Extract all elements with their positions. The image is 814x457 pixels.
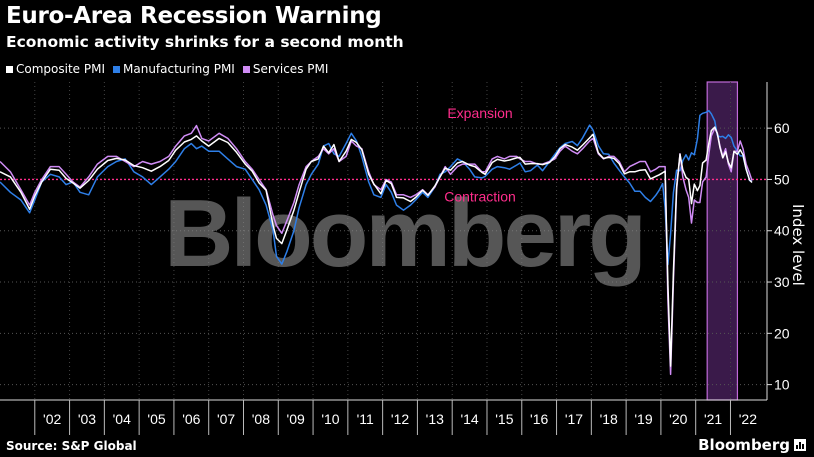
x-tick-label-'21: '21	[704, 411, 722, 427]
x-tick-label-'10: '10	[321, 411, 339, 427]
brand-mark: Bloomberg	[698, 436, 806, 454]
annotation-expansion: Expansion	[447, 105, 512, 121]
x-tick-label-'20: '20	[669, 411, 687, 427]
x-tick-label-'17: '17	[565, 411, 583, 427]
y-axis-title: Index level	[789, 204, 807, 286]
brand-name: Bloomberg	[698, 436, 790, 454]
x-tick-label-'22: '22	[739, 411, 757, 427]
x-tick-label-'06: '06	[182, 411, 200, 427]
bloomberg-watermark: Bloomberg	[164, 180, 644, 287]
legend-label-composite: Composite PMI	[16, 62, 105, 76]
y-tick-label-10: 10	[774, 377, 790, 393]
x-tick-label-'14: '14	[460, 411, 478, 427]
legend-swatch-composite	[6, 65, 13, 73]
y-tick-label-40: 40	[774, 223, 790, 239]
y-tick-label-20: 20	[774, 325, 790, 341]
x-tick-label-'15: '15	[495, 411, 513, 427]
x-tick-label-'02: '02	[43, 411, 61, 427]
bloomberg-bars-icon	[794, 439, 806, 451]
chart-subtitle: Economic activity shrinks for a second m…	[6, 33, 404, 51]
x-tick-label-'12: '12	[391, 411, 409, 427]
series-line-manufacturing-pmi	[0, 109, 753, 266]
legend: Composite PMI Manufacturing PMI Services…	[6, 62, 328, 76]
chart-title: Euro-Area Recession Warning	[6, 3, 382, 29]
source-note: Source: S&P Global	[6, 439, 137, 453]
legend-label-manufacturing: Manufacturing PMI	[123, 62, 235, 76]
x-tick-label-'08: '08	[252, 411, 270, 427]
y-tick-label-50: 50	[774, 171, 790, 187]
x-tick-label-'18: '18	[600, 411, 618, 427]
annotation-contraction: Contraction	[444, 189, 516, 205]
legend-swatch-services	[242, 65, 250, 73]
legend-swatch-manufacturing	[113, 65, 120, 73]
line-chart: Bloomberg Expansion Contraction 10 20 30 40 50 6…	[0, 81, 790, 435]
x-tick-label-'16: '16	[530, 411, 548, 427]
legend-item-manufacturing: Manufacturing PMI	[113, 62, 235, 76]
x-tick-label-'04: '04	[113, 411, 131, 427]
x-tick-label-'09: '09	[287, 411, 305, 427]
legend-item-composite: Composite PMI	[6, 62, 105, 76]
x-tick-label-'07: '07	[217, 411, 235, 427]
legend-item-services: Services PMI	[242, 62, 329, 76]
x-tick-label-'11: '11	[357, 411, 374, 427]
series-line-composite-pmi	[0, 126, 753, 367]
y-tick-label-60: 60	[774, 120, 790, 136]
x-tick-label-'13: '13	[426, 411, 444, 427]
x-tick-label-'19: '19	[634, 411, 652, 427]
legend-label-services: Services PMI	[252, 62, 329, 76]
x-tick-label-'03: '03	[78, 411, 96, 427]
y-tick-label-30: 30	[774, 274, 790, 290]
x-tick-label-'05: '05	[147, 411, 165, 427]
